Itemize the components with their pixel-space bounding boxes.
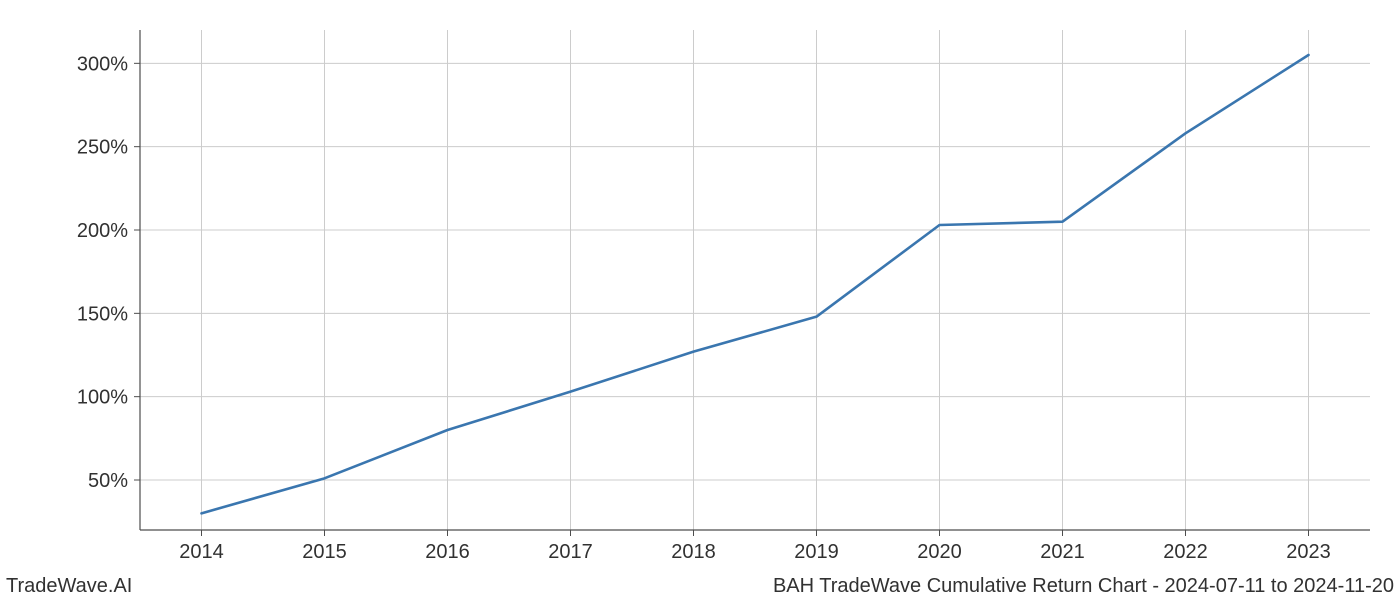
y-tick-label: 150% (77, 303, 128, 325)
y-tick-label: 100% (77, 387, 128, 409)
x-tick-label: 2016 (425, 541, 470, 563)
footer-left-text: TradeWave.AI (6, 575, 132, 598)
chart-container: 2014 2015 2016 2017 2018 2019 2020 2021 2022 2023… (0, 0, 1400, 600)
x-tick-label: 2019 (794, 541, 839, 563)
y-tick-label: 300% (77, 53, 128, 75)
x-tick-label: 2014 (179, 541, 224, 563)
line-chart: 2014 2015 2016 2017 2018 2019 2020 2021 2022 2023… (0, 0, 1400, 600)
x-tick-label: 2017 (548, 541, 593, 563)
y-tick-label: 50% (88, 470, 128, 492)
x-tick-label: 2021 (1040, 541, 1085, 563)
y-tick-label: 200% (77, 220, 128, 242)
x-tick-label: 2022 (1163, 541, 1208, 563)
x-tick-label: 2020 (917, 541, 962, 563)
x-tick-label: 2015 (302, 541, 347, 563)
footer-right-text: BAH TradeWave Cumulative Return Chart - … (773, 575, 1394, 598)
x-tick-label: 2023 (1286, 541, 1331, 563)
y-tick-label: 250% (77, 137, 128, 159)
footer: TradeWave.AI BAH TradeWave Cumulative Re… (0, 575, 1400, 600)
x-tick-label: 2018 (671, 541, 716, 563)
